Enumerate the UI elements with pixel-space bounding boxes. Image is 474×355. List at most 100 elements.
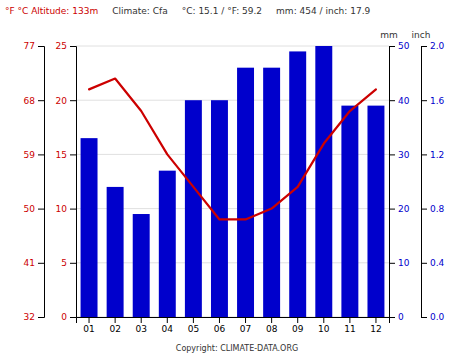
tick-mark [389,46,395,47]
tick-mark [421,154,427,155]
annotations: °F °C Altitude: 133mClimate: Cfa°C: 15.1… [5,6,430,353]
tick: 50 [24,204,44,214]
tick-mark [375,317,376,323]
plot-area: 0510152025324150596877010203040500.00.40… [24,41,445,334]
bar [237,68,254,317]
bar [263,68,280,317]
tick-label: 0.0 [430,312,445,322]
tick-mark [70,100,76,101]
tick-mark [421,46,427,47]
tick-label: 30 [398,150,410,160]
tick: 30 [389,150,410,160]
tick-label: 06 [214,324,226,334]
tick-label: 10 [318,324,330,334]
axis-line [77,318,390,324]
tick: 25 [56,41,76,51]
bar [315,46,332,317]
axis-unit-label: inch [412,30,431,40]
bar [159,171,176,317]
axis-line [38,47,45,318]
bar [107,187,124,317]
tick: 0.4 [421,258,445,268]
tick: 02 [109,317,120,334]
tick-mark [167,317,168,323]
tick: 59 [24,150,44,160]
header-text: °F °C Altitude: 133m [5,6,98,16]
tick-mark [115,317,116,323]
tick: 10 [389,258,410,268]
tick-label: 0.4 [430,258,445,268]
tick-label: 11 [344,324,355,334]
axis-line [390,47,396,318]
tick-label: 08 [266,324,278,334]
tick-label: 25 [56,41,67,51]
tick-mark [323,317,324,323]
tick-label: 0.8 [430,204,445,214]
tick-label: 50 [398,41,410,51]
y-axis-fahrenheit: 324150596877 [24,41,45,322]
chart-container: 0510152025324150596877010203040500.00.40… [0,0,474,355]
tick: 10 [56,204,76,214]
tick-label: 20 [398,204,410,214]
tick-label: 1.2 [430,150,444,160]
tick: 10 [318,317,330,334]
tick-label: 02 [109,324,120,334]
tick-label: 40 [398,96,410,106]
tick-mark [297,317,298,323]
bar [133,214,150,317]
tick-mark [38,317,44,318]
tick-label: 5 [61,258,67,268]
tick-label: 15 [56,150,67,160]
tick: 08 [266,317,278,334]
tick-label: 07 [240,324,251,334]
tick-label: 0 [398,312,404,322]
tick-label: 68 [24,96,36,106]
tick-mark [70,209,76,210]
bar [211,100,228,317]
tick: 0 [389,312,404,322]
tick-label: 05 [188,324,199,334]
tick-mark [38,154,44,155]
tick: 11 [344,317,355,334]
tick-label: 12 [370,324,381,334]
tick: 77 [24,41,44,51]
bar [289,51,306,317]
tick-label: 2.0 [430,41,445,51]
bar [185,100,202,317]
header-text: mm: 454 / inch: 17.9 [276,6,370,16]
tick-mark [349,317,350,323]
tick: 1.2 [421,150,444,160]
tick: 50 [389,41,410,51]
tick-label: 20 [56,96,68,106]
tick: 5 [61,258,76,268]
tick-mark [70,154,76,155]
tick-mark [389,263,395,264]
tick: 0.8 [421,204,445,214]
tick-mark [38,46,44,47]
tick-mark [38,100,44,101]
grid [76,46,389,317]
y-axis-mm: 0 10 20 30 40 50 [389,41,410,322]
bar [81,138,98,317]
tick: 1.6 [421,96,445,106]
tick-label: 0 [61,312,67,322]
marks [81,46,385,317]
header-text: °C: 15.1 / °F: 59.2 [182,6,262,16]
temperature-line [89,79,376,220]
tick-label: 1.6 [430,96,445,106]
tick: 0 [61,312,76,322]
tick-label: 50 [24,204,36,214]
tick-mark [421,317,427,318]
axis-line [422,47,428,318]
tick: 04 [162,317,174,334]
tick-label: 03 [135,324,146,334]
tick: 41 [24,258,44,268]
tick-mark [271,317,272,323]
tick-label: 41 [24,258,35,268]
tick-mark [421,209,427,210]
axis-unit-label: mm [380,30,398,40]
tick-mark [38,209,44,210]
tick-label: 01 [83,324,94,334]
tick-mark [89,317,90,323]
tick-mark [70,263,76,264]
